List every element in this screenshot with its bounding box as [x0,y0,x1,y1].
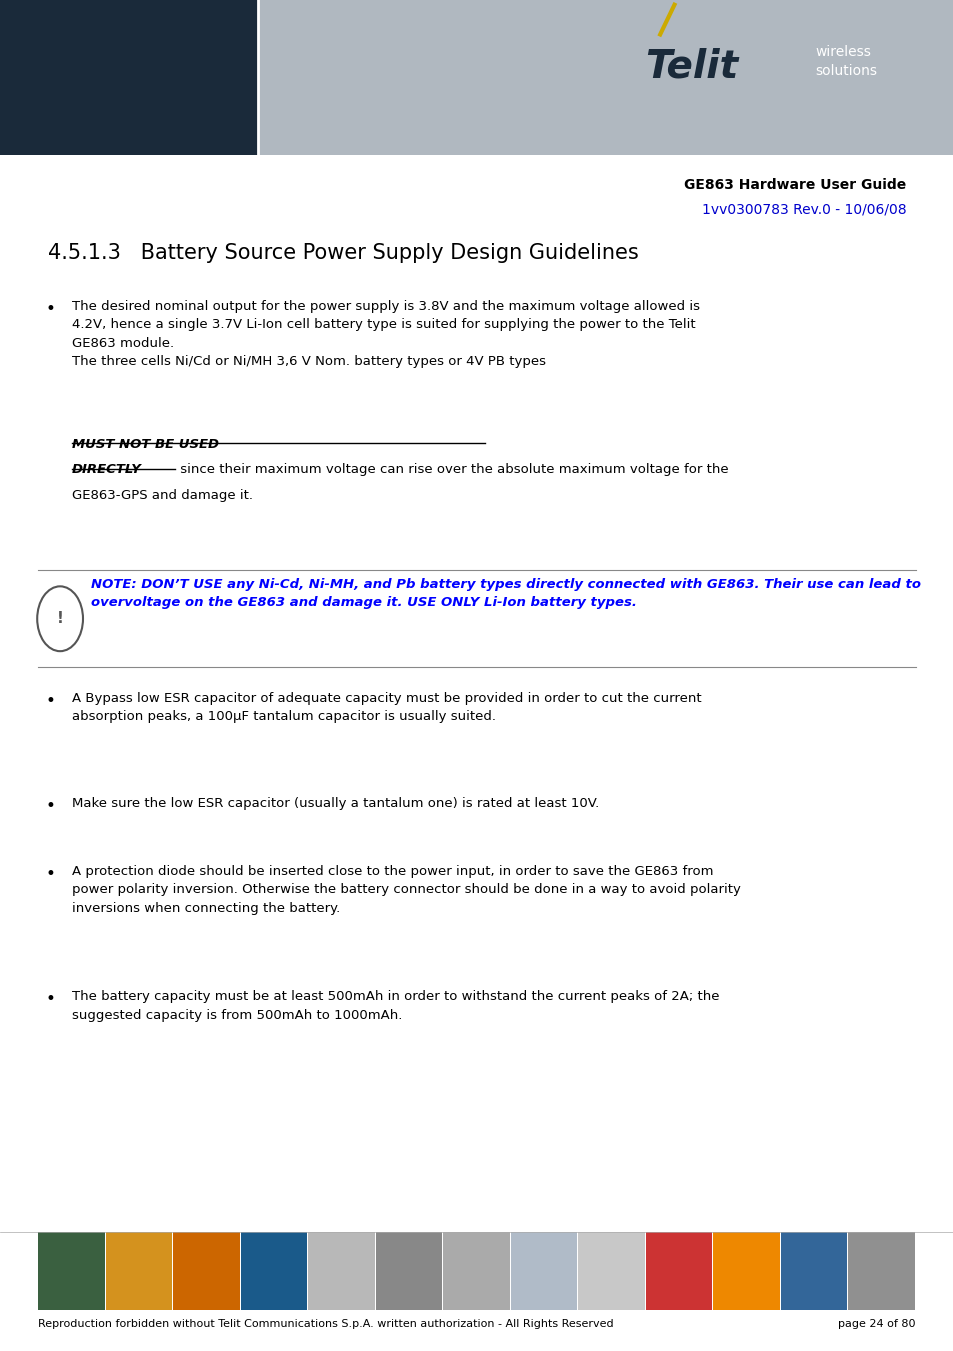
Bar [38,1232,105,1310]
Bar [645,1232,712,1310]
Text: GE863 Hardware User Guide: GE863 Hardware User Guide [683,178,905,192]
Text: A Bypass low ESR capacitor of adequate capacity must be provided in order to cut: A Bypass low ESR capacitor of adequate c… [71,692,700,723]
Text: !: ! [56,611,64,627]
Text: A protection diode should be inserted close to the power input, in order to save: A protection diode should be inserted cl… [71,865,740,915]
Text: 1vv0300783 Rev.0 - 10/06/08: 1vv0300783 Rev.0 - 10/06/08 [701,203,905,216]
Text: •: • [46,990,55,1008]
Text: wireless
solutions: wireless solutions [815,46,877,77]
Bar [578,1232,644,1310]
Bar [257,0,953,155]
Text: DIRECTLY: DIRECTLY [71,463,141,477]
Text: Make sure the low ESR capacitor (usually a tantalum one) is rated at least 10V.: Make sure the low ESR capacitor (usually… [71,797,598,811]
Text: page 24 of 80: page 24 of 80 [838,1319,915,1328]
Circle shape [37,586,83,651]
Bar [0,0,257,155]
Bar [847,1232,914,1310]
Text: since their maximum voltage can rise over the absolute maximum voltage for the: since their maximum voltage can rise ove… [175,463,727,477]
Text: Telit: Telit [644,47,738,86]
Bar [443,1232,509,1310]
Bar [375,1232,442,1310]
Text: The desired nominal output for the power supply is 3.8V and the maximum voltage : The desired nominal output for the power… [71,300,699,369]
Text: NOTE: DON’T USE any Ni-Cd, Ni-MH, and Pb battery types directly connected with G: NOTE: DON’T USE any Ni-Cd, Ni-MH, and Pb… [91,578,920,609]
Text: •: • [46,692,55,709]
Text: The battery capacity must be at least 500mAh in order to withstand the current p: The battery capacity must be at least 50… [71,990,719,1021]
Bar [308,1232,375,1310]
Text: •: • [46,797,55,815]
Text: GE863-GPS and damage it.: GE863-GPS and damage it. [71,489,253,503]
Text: •: • [46,300,55,317]
Bar [240,1232,307,1310]
Bar [106,1232,172,1310]
Text: 4.5.1.3   Battery Source Power Supply Design Guidelines: 4.5.1.3 Battery Source Power Supply Desi… [48,243,638,263]
Text: Reproduction forbidden without Telit Communications S.p.A. written authorization: Reproduction forbidden without Telit Com… [38,1319,613,1328]
Text: MUST NOT BE USED: MUST NOT BE USED [71,438,218,451]
Bar [780,1232,846,1310]
Bar [173,1232,239,1310]
Bar [713,1232,779,1310]
Bar [510,1232,577,1310]
Text: •: • [46,865,55,882]
